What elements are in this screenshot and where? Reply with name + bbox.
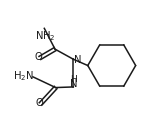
Text: H: H [71, 75, 77, 84]
Text: N: N [74, 55, 81, 65]
Text: O: O [35, 52, 43, 62]
Text: NH$_2$: NH$_2$ [35, 29, 55, 43]
Text: H$_2$N: H$_2$N [13, 69, 34, 83]
Text: O: O [35, 98, 43, 108]
Text: N: N [70, 79, 78, 89]
